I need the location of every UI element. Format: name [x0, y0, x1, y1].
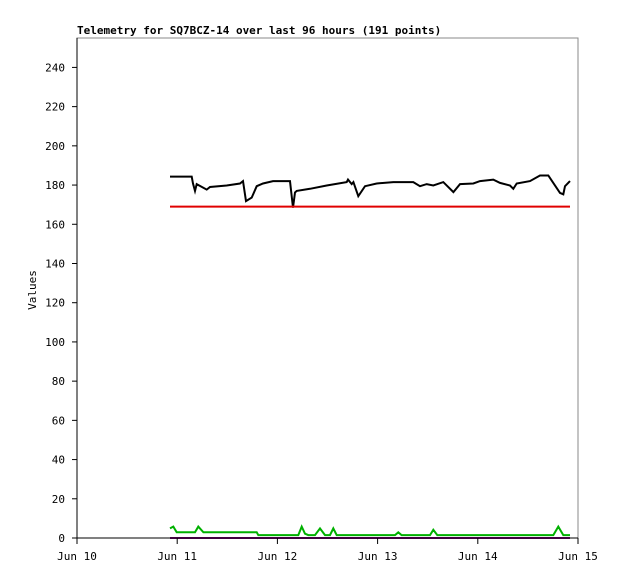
y-tick-label: 200 [45, 140, 65, 153]
series-line-channel-3 [169, 524, 570, 537]
y-tick-label: 80 [52, 375, 65, 388]
chart-title: Telemetry for SQ7BCZ-14 over last 96 hou… [77, 24, 441, 37]
y-tick-label: 100 [45, 336, 65, 349]
y-tick-label: 160 [45, 218, 65, 231]
y-tick-label: 240 [45, 61, 65, 74]
series-line-channel-1 [170, 174, 571, 208]
y-tick-label: 140 [45, 257, 65, 270]
y-tick-label: 20 [52, 493, 65, 506]
y-tick-label: 40 [52, 454, 65, 467]
y-tick-label: 180 [45, 179, 65, 192]
y-tick-label: 120 [45, 297, 65, 310]
x-tick-label: Jun 15 [558, 550, 598, 563]
x-tick-label: Jun 12 [258, 550, 298, 563]
x-tick-label: Jun 13 [358, 550, 398, 563]
plot-frame [76, 37, 579, 539]
y-tick-label: 60 [52, 414, 65, 427]
y-tick-label: 220 [45, 101, 65, 114]
x-tick-label: Jun 11 [157, 550, 197, 563]
y-tick-label: 0 [58, 532, 65, 545]
x-tick-label: Jun 10 [57, 550, 97, 563]
y-axis-label: Values [26, 270, 39, 310]
x-tick-label: Jun 14 [458, 550, 498, 563]
